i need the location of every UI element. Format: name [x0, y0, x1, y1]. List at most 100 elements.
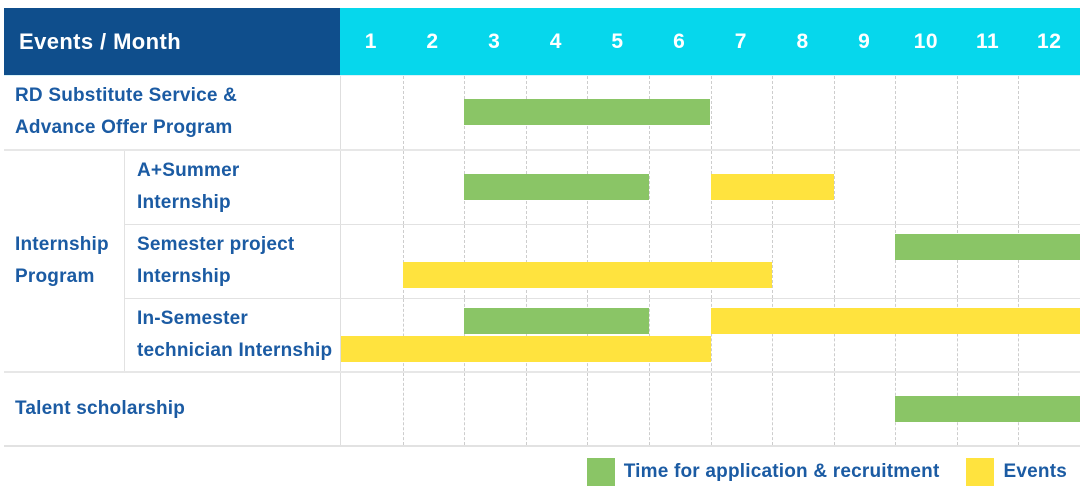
row-label: Semester project Internship	[124, 225, 340, 298]
legend-events-swatch	[966, 458, 995, 486]
table-row: Semester project Internship	[124, 224, 1080, 298]
application-bar	[895, 395, 1080, 422]
month-header-9: 9	[858, 29, 871, 53]
month-gridline	[402, 298, 404, 371]
month-gridline	[648, 298, 650, 371]
table-row-group: Internship Program A+Summer Internship Semes…	[4, 148, 1080, 372]
month-gridline	[402, 76, 404, 149]
month-gridline	[833, 373, 835, 445]
label-line: Semester project	[137, 234, 295, 256]
event-bar	[710, 174, 834, 201]
row-chart-area	[340, 298, 1080, 372]
label-line: Internship	[15, 233, 109, 255]
month-header-7: 7	[734, 29, 747, 53]
group-label: Internship Program	[4, 151, 124, 372]
label-line: technician Internship	[137, 339, 333, 361]
month-gridline	[525, 298, 527, 371]
event-bar	[341, 335, 711, 362]
legend-events-label: Events	[1003, 461, 1067, 482]
bar-lanes	[341, 299, 1080, 372]
month-gridline	[402, 373, 404, 445]
row-chart-area	[340, 76, 1080, 149]
row-label: A+Summer Internship	[124, 150, 340, 224]
month-header-11: 11	[975, 29, 1000, 53]
row-chart-area	[340, 373, 1080, 445]
month-gridline	[710, 225, 712, 298]
table-row: A+Summer Internship	[124, 150, 1080, 225]
month-gridline	[710, 373, 712, 445]
month-header-12: 12	[1037, 29, 1062, 53]
month-gridline	[464, 373, 466, 445]
month-header-6: 6	[673, 29, 686, 53]
bar-lane	[341, 307, 1080, 334]
month-gridline	[464, 298, 466, 371]
legend-application-swatch	[586, 458, 615, 486]
table-row: In-Semester technician Internship	[124, 297, 1080, 372]
month-gridline	[895, 76, 897, 149]
label-line: Program	[15, 265, 95, 287]
month-gridline	[402, 225, 404, 298]
month-gridline	[710, 298, 712, 371]
bar-lane	[341, 234, 1080, 261]
month-gridline	[772, 373, 774, 445]
month-gridline	[710, 76, 712, 149]
events-schedule-table: Events / Month 1 2 3 4 5 6 7 8 9 10 11 12 RD Substi…	[4, 8, 1080, 447]
month-gridline	[1018, 225, 1020, 298]
month-gridline	[772, 298, 774, 371]
month-header-2: 2	[426, 29, 439, 53]
month-gridline	[648, 225, 650, 298]
month-gridline	[525, 225, 527, 298]
row-chart-area	[340, 150, 1080, 225]
month-gridline	[648, 150, 650, 224]
month-gridline	[1018, 150, 1020, 224]
bar-lane	[341, 335, 1080, 362]
month-header-3: 3	[488, 29, 501, 53]
bar-lanes	[341, 373, 1080, 445]
label-line: Advance Offer Program	[15, 117, 233, 139]
bar-lanes	[341, 151, 1080, 225]
month-header-8: 8	[796, 29, 809, 53]
row-label: RD Substitute Service & Advance Offer Pro…	[4, 76, 340, 149]
month-gridline	[587, 298, 589, 371]
event-bar	[402, 262, 773, 289]
month-gridline	[402, 150, 404, 224]
month-gridline	[833, 76, 835, 149]
label-line: Internship	[137, 266, 231, 288]
application-bar	[464, 174, 649, 201]
month-gridline	[1018, 76, 1020, 149]
application-bar	[464, 99, 711, 126]
month-gridline	[895, 150, 897, 224]
month-gridline	[895, 298, 897, 371]
label-line: Talent scholarship	[15, 397, 186, 419]
month-gridline	[772, 76, 774, 149]
month-gridline	[956, 225, 958, 298]
month-gridline	[833, 298, 835, 371]
month-header-10: 10	[913, 29, 939, 53]
month-header-4: 4	[549, 29, 562, 53]
month-gridline	[956, 298, 958, 371]
legend: Time for application & recruitment Event…	[0, 458, 1080, 486]
month-gridline	[648, 373, 650, 445]
month-gridline	[587, 373, 589, 445]
month-gridline	[833, 225, 835, 298]
month-gridline	[772, 225, 774, 298]
month-gridline	[1018, 298, 1020, 371]
row-label: In-Semester technician Internship	[124, 298, 340, 371]
table-header-row: Events / Month 1 2 3 4 5 6 7 8 9 10 11 12	[4, 8, 1080, 75]
bar-lane	[341, 395, 1080, 422]
month-gridline	[464, 225, 466, 298]
month-gridline	[525, 373, 527, 445]
month-gridline	[956, 150, 958, 224]
month-gridline	[833, 150, 835, 224]
label-line: RD Substitute Service &	[15, 85, 238, 107]
legend-application-label: Time for application & recruitment	[623, 461, 940, 482]
month-gridline	[895, 225, 897, 298]
month-gridline	[956, 76, 958, 149]
application-bar	[464, 307, 649, 334]
label-line: A+Summer	[137, 160, 240, 182]
month-header-5: 5	[611, 29, 624, 53]
label-line: Internship	[137, 192, 231, 214]
bar-lanes	[341, 225, 1080, 298]
row-chart-area	[340, 225, 1080, 298]
